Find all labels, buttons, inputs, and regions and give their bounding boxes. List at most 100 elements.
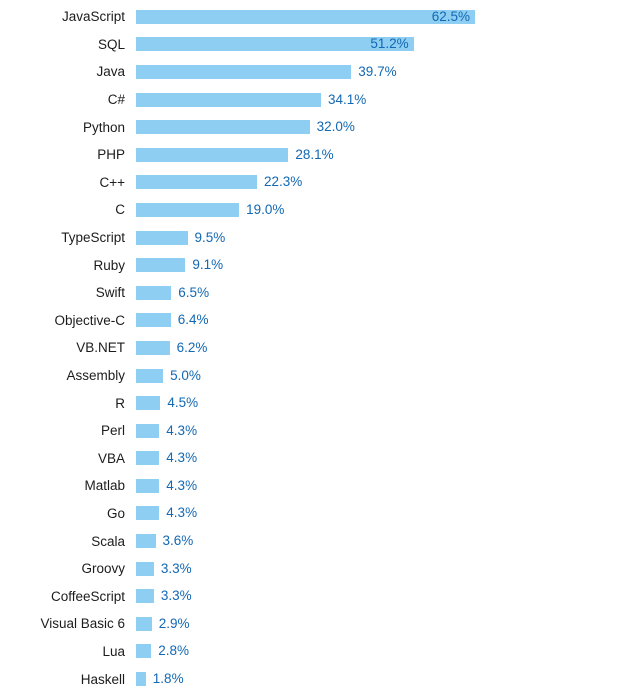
chart-row: Haskell 1.8% (0, 665, 640, 693)
value-bar (136, 92, 321, 107)
value-label: 5.0% (170, 367, 201, 383)
value-label: 19.0% (246, 201, 285, 217)
value-label: 9.5% (194, 229, 226, 245)
chart-row: Perl 4.3% (0, 417, 640, 445)
value-label: 4.3% (166, 505, 198, 521)
bar-track: 4.3% (136, 422, 640, 438)
bar-track: 51.2% (136, 36, 640, 52)
category-label: VB.NET (76, 340, 125, 356)
bar-track: 3.3% (136, 588, 640, 604)
chart-row: C# 34.1% (0, 86, 640, 114)
category-label: Lua (102, 643, 125, 659)
chart-row: VBA 4.3% (0, 445, 640, 473)
value-bar (136, 396, 161, 411)
category-label: SQL (97, 36, 125, 52)
value-bar (136, 147, 289, 162)
category-label: Visual Basic 6 (40, 616, 125, 632)
chart-row: JavaScript 62.5% (0, 3, 640, 31)
chart-row: CoffeeScript 3.3% (0, 582, 640, 610)
bar-track: 32.0% (136, 119, 640, 135)
value-bar (136, 230, 188, 245)
chart-row: Objective-C 6.4% (0, 307, 640, 335)
category-label: Python (82, 119, 125, 135)
value-label: 4.3% (166, 422, 198, 438)
value-bar: 62.5% (136, 8, 475, 24)
category-label: Ruby (93, 257, 125, 273)
chart-row: Lua 2.8% (0, 638, 640, 666)
chart-row: R 4.5% (0, 389, 640, 417)
value-label: 2.9% (158, 615, 190, 631)
category-label: Scala (91, 533, 125, 549)
value-label: 2.8% (158, 643, 189, 659)
category-label: Objective-C (54, 312, 125, 328)
category-label: TypeScript (61, 230, 125, 246)
bar-track: 4.5% (136, 395, 640, 411)
value-label: 39.7% (358, 63, 397, 79)
value-bar (136, 589, 154, 604)
value-bar (136, 313, 171, 328)
chart-row: C++ 22.3% (0, 169, 640, 197)
bar-track: 3.6% (136, 534, 640, 549)
category-label: CoffeeScript (50, 588, 125, 604)
value-bar (136, 423, 160, 438)
chart-row: Swift 6.5% (0, 279, 640, 307)
category-label: Go (106, 505, 125, 521)
category-label: JavaScript (61, 9, 125, 25)
bar-track: 2.9% (136, 615, 640, 631)
value-label: 6.2% (176, 339, 208, 355)
chart-row: C 19.0% (0, 196, 640, 224)
category-label: R (115, 395, 125, 411)
bar-track: 6.2% (136, 339, 640, 355)
value-label: 22.3% (264, 174, 303, 190)
chart-row: Ruby 9.1% (0, 251, 640, 279)
bar-track: 1.8% (136, 671, 640, 687)
value-label: 32.0% (316, 119, 355, 135)
bar-track: 6.4% (136, 312, 640, 328)
bar-track: 9.1% (136, 258, 640, 273)
value-bar (136, 202, 240, 217)
category-label: C (115, 202, 125, 218)
bar-track: 5.0% (136, 367, 640, 383)
bar-track: 4.3% (136, 505, 640, 521)
category-label: C# (107, 92, 125, 108)
value-label: 4.3% (166, 450, 198, 466)
category-label: Java (96, 64, 125, 80)
chart-row: VB.NET 6.2% (0, 334, 640, 362)
bar-track: 4.3% (136, 477, 640, 493)
value-label: 62.5% (431, 8, 470, 24)
bar-track: 39.7% (136, 63, 640, 79)
chart-row: Python 32.0% (0, 113, 640, 141)
value-label: 34.1% (328, 91, 367, 107)
value-bar (136, 258, 186, 273)
chart-row: PHP 28.1% (0, 141, 640, 169)
value-bar (136, 672, 146, 687)
bar-track: 19.0% (136, 201, 640, 217)
value-bar (136, 340, 170, 355)
value-label: 4.3% (166, 477, 198, 493)
bar-track: 4.3% (136, 450, 640, 466)
value-label: 1.8% (152, 671, 184, 687)
value-label: 3.3% (160, 588, 192, 604)
value-bar (136, 451, 160, 466)
value-bar (136, 616, 152, 631)
chart-row: Scala 3.6% (0, 527, 640, 555)
value-label: 51.2% (370, 36, 409, 52)
bar-track: 2.8% (136, 643, 640, 659)
value-label: 6.5% (178, 284, 210, 300)
value-label: 28.1% (295, 146, 334, 162)
value-label: 3.3% (160, 560, 192, 576)
category-label: Groovy (81, 561, 125, 577)
category-label: Assembly (66, 368, 125, 384)
bar-track: 22.3% (136, 174, 640, 190)
category-label: Perl (100, 423, 125, 439)
chart-row: TypeScript 9.5% (0, 224, 640, 252)
category-label: Haskell (80, 671, 125, 687)
chart-row: Matlab 4.3% (0, 472, 640, 500)
category-label: PHP (97, 147, 125, 163)
bar-track: 6.5% (136, 284, 640, 300)
chart-row: Visual Basic 6 2.9% (0, 610, 640, 638)
category-label: Swift (95, 285, 125, 301)
value-label: 6.4% (177, 312, 209, 328)
value-label: 4.5% (167, 395, 199, 411)
category-label: C++ (99, 174, 125, 190)
